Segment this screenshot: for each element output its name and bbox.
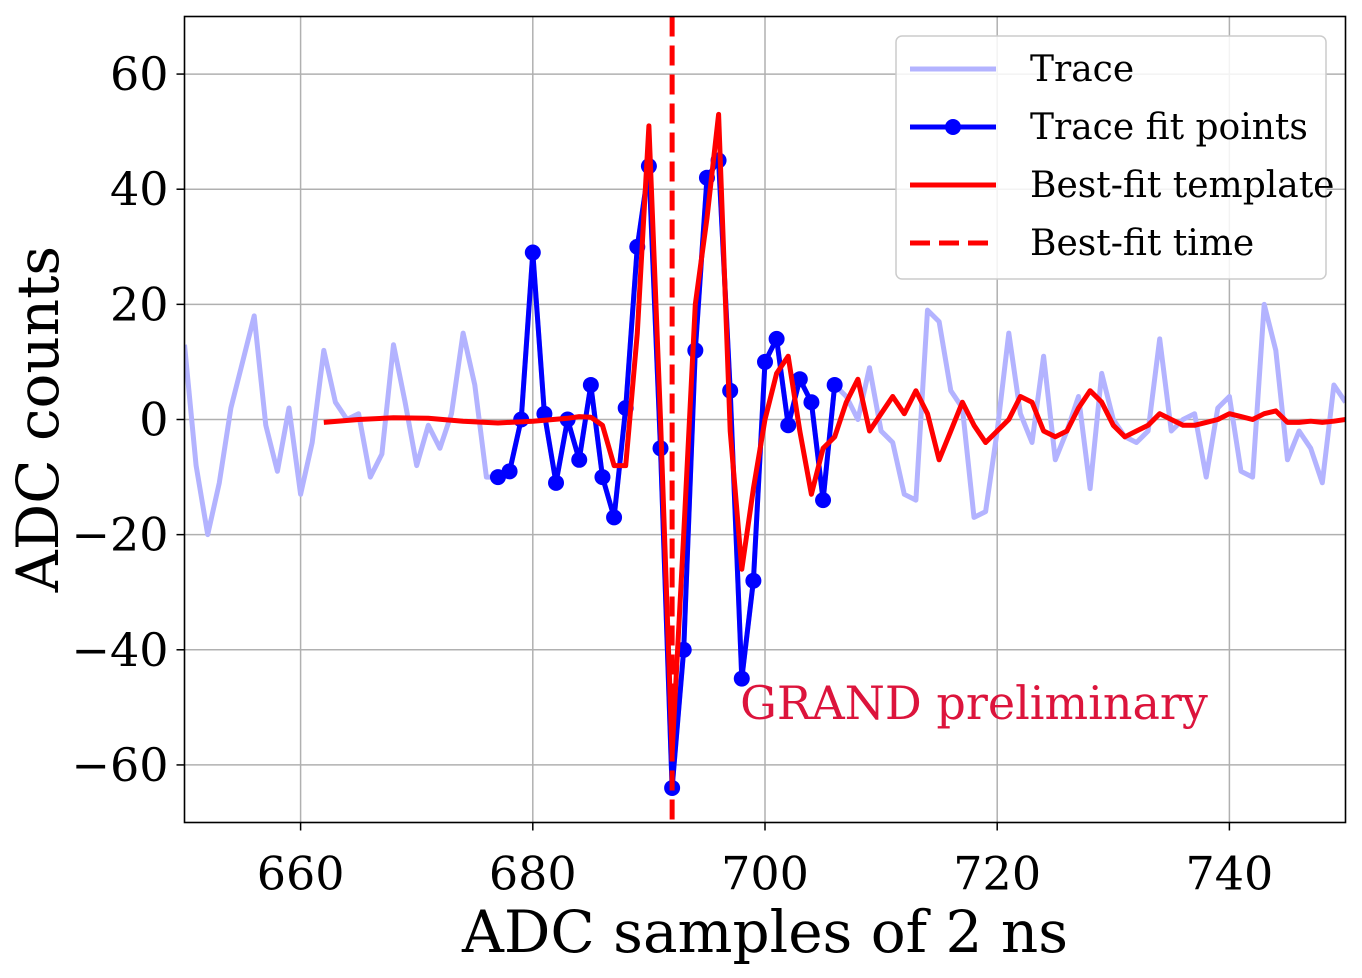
y-tick-label: −40: [71, 623, 168, 677]
legend-label: Trace: [1030, 49, 1134, 90]
fit-point: [803, 394, 820, 411]
fit-point: [594, 469, 611, 486]
x-tick-label: 700: [721, 847, 809, 901]
y-axis-title: ADC counts: [4, 246, 72, 593]
plot-area: [184, 16, 1346, 823]
y-tick-label: −60: [71, 738, 168, 792]
y-tick-label: −20: [71, 508, 168, 562]
x-tick-label: 660: [257, 847, 345, 901]
fit-point: [826, 376, 843, 393]
annotation-text: GRAND preliminary: [740, 676, 1208, 730]
fit-point: [524, 244, 541, 261]
template-line: [323, 111, 1346, 756]
fit-point: [791, 371, 808, 388]
legend-label: Best-fit template: [1030, 165, 1335, 206]
legend-label: Trace fit points: [1030, 107, 1308, 148]
fit-point: [501, 463, 518, 480]
fit-point: [733, 670, 750, 687]
series-layer: [184, 16, 1346, 823]
x-tick-label: 720: [953, 847, 1041, 901]
y-tick-label: 60: [110, 47, 169, 101]
x-axis-title: ADC samples of 2 ns: [461, 898, 1068, 966]
fit-point: [757, 353, 773, 370]
fit-point: [780, 417, 797, 434]
fit-point: [571, 451, 588, 468]
fit-point: [815, 492, 832, 509]
legend-box: [895, 35, 1327, 280]
legend-label: Best-fit time: [1030, 223, 1254, 264]
fit-point: [768, 330, 785, 347]
fit-point: [582, 376, 599, 393]
y-tick-label: 40: [110, 162, 169, 216]
legend: Trace Trace fit points Best-fit template Be…: [895, 35, 1335, 280]
x-tick-label: 680: [489, 847, 577, 901]
legend-marker: [945, 119, 961, 135]
fit-point: [745, 572, 762, 589]
y-tick-label: 20: [110, 277, 169, 331]
fit-point: [606, 509, 623, 526]
y-tick-label: 0: [139, 393, 168, 447]
ticks: 660 680 700 720 740 −60 −40 −20 0 20 40 60: [71, 47, 1273, 900]
x-tick-label: 740: [1185, 847, 1273, 901]
fit-point: [548, 474, 565, 491]
